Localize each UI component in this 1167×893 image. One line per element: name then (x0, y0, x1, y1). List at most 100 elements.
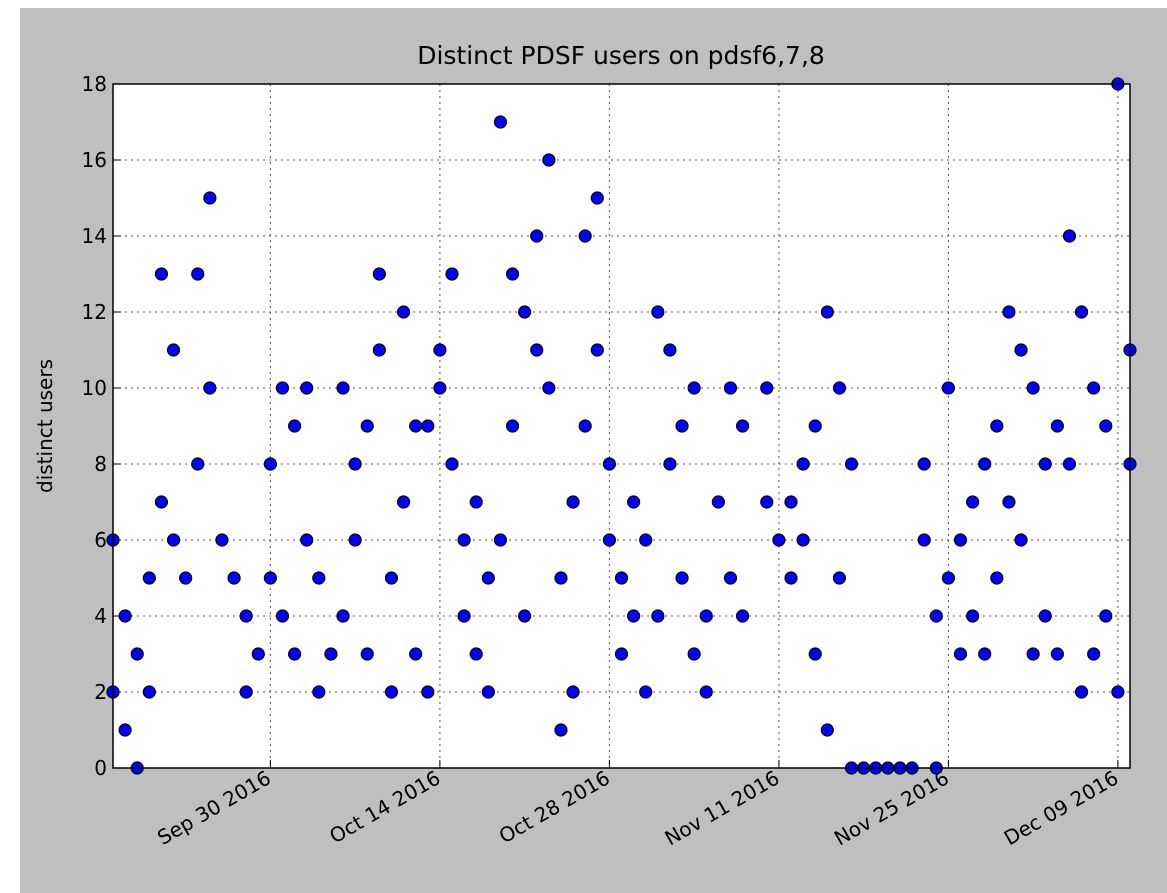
point (1087, 381, 1101, 395)
point (651, 305, 665, 319)
point (844, 457, 859, 471)
point (530, 229, 544, 243)
point (784, 571, 798, 585)
point (917, 457, 931, 471)
point (808, 647, 822, 661)
plot-area (113, 84, 1130, 768)
point (1026, 381, 1040, 395)
y-tick-label: 18 (82, 72, 107, 96)
point (941, 571, 955, 585)
point (179, 571, 193, 585)
point (1087, 647, 1101, 661)
point (336, 381, 350, 395)
point (760, 381, 774, 395)
point (1111, 685, 1125, 699)
point (566, 685, 580, 699)
y-tick-label: 6 (94, 528, 107, 552)
point (384, 685, 399, 699)
plot-frame (112, 83, 1131, 769)
point (614, 647, 629, 661)
point (142, 685, 156, 699)
point (953, 647, 968, 661)
point (1062, 229, 1077, 243)
point (966, 495, 980, 509)
point (300, 381, 314, 395)
point (360, 647, 374, 661)
y-tick-label: 16 (82, 148, 107, 172)
point (445, 267, 459, 281)
point (699, 609, 713, 623)
point (651, 609, 665, 623)
y-tick-label: 0 (94, 756, 107, 780)
point (421, 419, 435, 433)
point (675, 571, 689, 585)
y-tick-label: 4 (94, 604, 107, 628)
point (687, 381, 701, 395)
point (384, 571, 399, 585)
point (191, 267, 205, 281)
point (372, 267, 386, 281)
point (469, 647, 483, 661)
point (978, 647, 992, 661)
point (1038, 457, 1052, 471)
point (324, 647, 338, 661)
point (832, 381, 847, 395)
point (735, 609, 750, 623)
point (1002, 495, 1016, 509)
point (251, 647, 265, 661)
point (118, 723, 132, 737)
point (288, 419, 302, 433)
point (929, 609, 943, 623)
point (554, 723, 568, 737)
point (118, 609, 132, 623)
point (978, 457, 992, 471)
point (348, 457, 362, 471)
point (1026, 647, 1040, 661)
point (409, 419, 423, 433)
point (481, 571, 495, 585)
point (154, 267, 169, 281)
point (990, 419, 1004, 433)
point (518, 609, 532, 623)
point (239, 609, 253, 623)
point (820, 305, 834, 319)
point (433, 343, 447, 357)
point (130, 647, 144, 661)
point (530, 343, 544, 357)
point (832, 571, 847, 585)
point (1050, 647, 1064, 661)
point (481, 685, 495, 699)
point (493, 115, 508, 129)
point (554, 571, 568, 585)
point (203, 191, 217, 205)
point (941, 381, 955, 395)
point (1099, 609, 1113, 623)
point (578, 419, 592, 433)
point (578, 229, 592, 243)
point (518, 305, 532, 319)
point (166, 533, 181, 547)
point (433, 381, 447, 395)
y-tick-label: 8 (94, 452, 107, 476)
point (796, 533, 810, 547)
point (1099, 419, 1113, 433)
point (445, 457, 459, 471)
point (396, 495, 411, 509)
point (457, 533, 471, 547)
point (953, 533, 968, 547)
point (275, 609, 290, 623)
point (542, 381, 556, 395)
point (1074, 305, 1089, 319)
point (227, 571, 241, 585)
point (1050, 419, 1064, 433)
point (300, 533, 314, 547)
point (263, 571, 277, 585)
point (966, 609, 980, 623)
point (675, 419, 689, 433)
y-tick-label: 12 (82, 300, 107, 324)
point (142, 571, 156, 585)
point (990, 571, 1004, 585)
point (699, 685, 713, 699)
point (590, 343, 604, 357)
